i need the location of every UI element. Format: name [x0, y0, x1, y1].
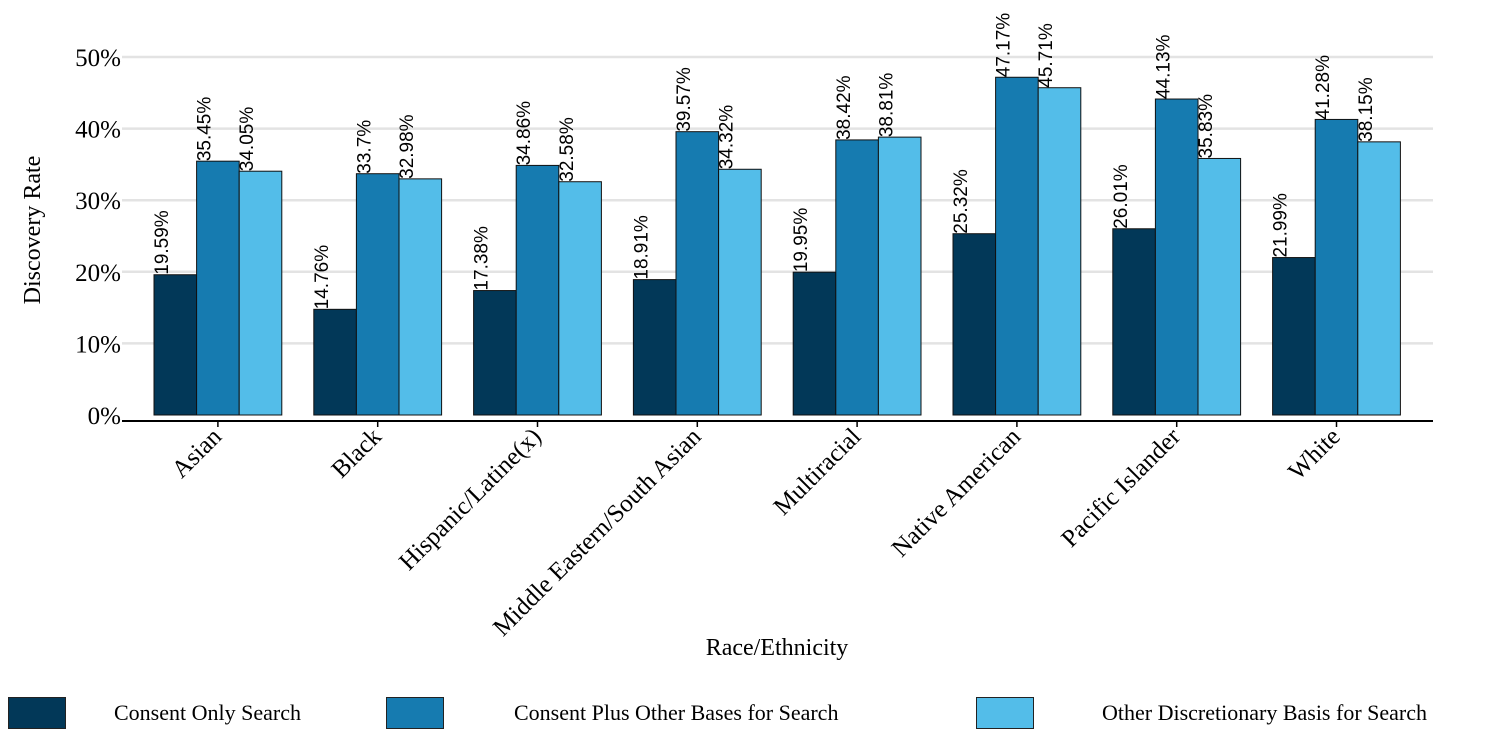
bar — [718, 168, 762, 416]
x-axis-label: Race/Ethnicity — [706, 635, 849, 661]
data-label: 21.99% — [1271, 193, 1292, 258]
bars — [153, 76, 1401, 416]
bar-chart: 0% 10% 20% 30% 40% 50% Asian Black Hispanic/Lat… — [20, 13, 1433, 661]
data-label: 19.59% — [152, 210, 173, 275]
data-label: 38.15% — [1356, 77, 1377, 142]
bar — [675, 131, 720, 416]
data-label: 18.91% — [631, 215, 652, 280]
legend-item-other-discretionary: Other Discretionary Basis for Search — [976, 696, 1427, 730]
y-tick-label: 20% — [75, 260, 121, 287]
bar — [355, 173, 400, 416]
bar — [313, 308, 357, 416]
x-tick-label: Multiracial — [769, 423, 867, 521]
data-label: 39.57% — [674, 67, 695, 132]
x-tick-label: Native American — [887, 423, 1027, 563]
data-label: 33.7% — [354, 120, 375, 174]
y-axis-label: Discovery Rate — [20, 156, 46, 305]
x-tick-label: Pacific Islander — [1056, 423, 1186, 553]
y-tick-label: 0% — [88, 403, 121, 430]
bar — [792, 271, 837, 416]
data-label: 34.86% — [514, 101, 535, 166]
bar — [995, 76, 1039, 416]
bar — [1314, 118, 1359, 416]
bar — [515, 164, 560, 416]
bar — [952, 233, 997, 416]
data-label: 32.58% — [557, 117, 578, 182]
y-tick-label: 30% — [75, 188, 121, 215]
legend-item-consent-plus: Consent Plus Other Bases for Search — [386, 696, 838, 730]
data-label: 45.71% — [1036, 23, 1057, 88]
data-label: 14.76% — [312, 245, 333, 310]
data-label: 35.45% — [195, 97, 216, 162]
x-axis-ticks: Asian Black Hispanic/Latine(x)Middle Easte… — [167, 421, 1346, 642]
legend: Consent Only Search Consent Plus Other B… — [0, 696, 1503, 730]
data-label: 41.28% — [1313, 55, 1334, 120]
data-label: 19.95% — [791, 208, 812, 273]
data-label: 38.81% — [876, 73, 897, 138]
legend-label: Consent Only Search — [114, 700, 301, 725]
bar — [398, 178, 443, 416]
data-label: 32.98% — [397, 114, 418, 179]
y-tick-label: 50% — [75, 45, 121, 72]
x-tick-label: Hispanic/Latine(x) — [394, 423, 547, 576]
y-axis-ticks: 0% 10% 20% 30% 40% 50% — [75, 45, 121, 430]
x-tick-label: Asian — [167, 423, 228, 484]
bar — [1112, 228, 1156, 416]
y-tick-label: 10% — [75, 331, 121, 358]
legend-swatch — [386, 697, 444, 729]
bar — [1037, 87, 1082, 416]
bar — [473, 290, 517, 416]
data-label: 44.13% — [1153, 34, 1174, 99]
bar — [632, 279, 677, 416]
data-label: 34.32% — [717, 105, 738, 170]
data-label: 26.01% — [1111, 164, 1132, 229]
legend-label: Consent Plus Other Bases for Search — [514, 700, 839, 725]
data-label: 38.42% — [834, 75, 855, 140]
bar — [1357, 141, 1401, 416]
bar — [196, 160, 240, 416]
bar — [1154, 98, 1199, 416]
legend-item-consent-only: Consent Only Search — [8, 696, 301, 730]
y-tick-label: 40% — [75, 117, 121, 144]
legend-swatch — [8, 697, 66, 729]
data-label: 47.17% — [994, 13, 1015, 78]
x-tick-label: Black — [327, 423, 388, 484]
legend-swatch — [976, 697, 1034, 729]
legend-label: Other Discretionary Basis for Search — [1102, 700, 1428, 725]
bar — [877, 136, 922, 416]
bar — [238, 170, 283, 416]
bar — [153, 274, 198, 416]
data-label: 25.32% — [951, 169, 972, 234]
bar — [1197, 157, 1242, 416]
data-label: 17.38% — [472, 226, 493, 291]
bar — [558, 181, 602, 416]
bar — [1272, 257, 1316, 416]
bar — [835, 139, 879, 416]
data-labels: 19.59% 35.45% 34.05% 14.76% 33.7% 32.98% 17.38… — [152, 13, 1377, 310]
data-label: 34.05% — [237, 107, 258, 172]
x-tick-label: White — [1283, 423, 1345, 485]
data-label: 35.83% — [1196, 94, 1217, 159]
